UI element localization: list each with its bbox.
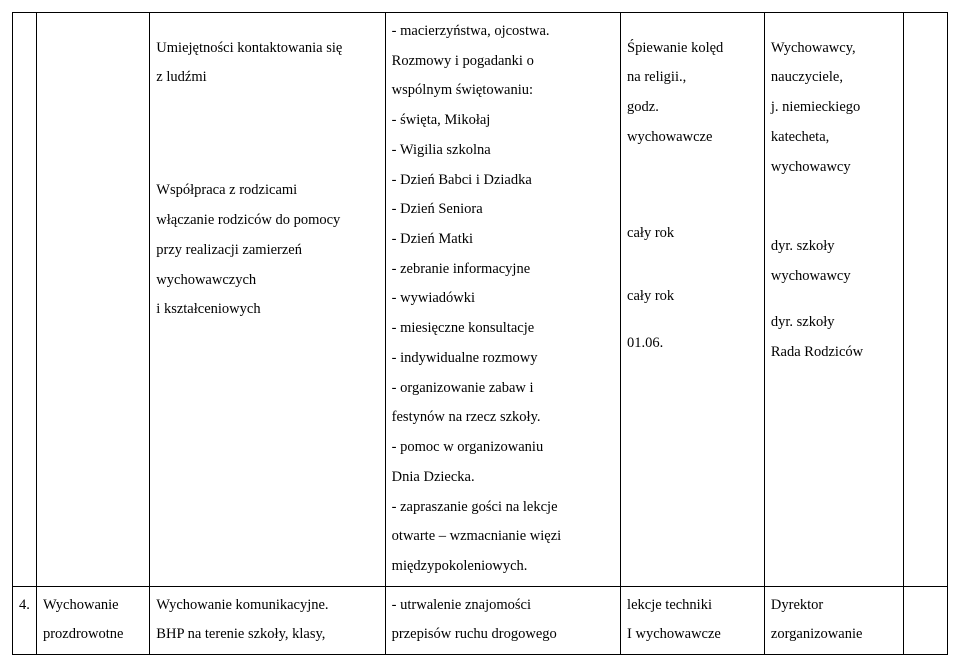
cell-col6-1 xyxy=(904,586,948,654)
text-line: - utrwalenie znajomości xyxy=(392,591,614,621)
text-line: I wychowawcze xyxy=(627,620,758,650)
text-line: wspólnym świętowaniu: xyxy=(392,76,614,106)
cell-col5-0: Wychowawcy, nauczyciele, j. niemieckiego… xyxy=(764,13,903,587)
text-line: Rozmowy i pogadanki o xyxy=(392,47,614,77)
cell-cat-0 xyxy=(36,13,149,587)
text-line: cały rok xyxy=(627,219,758,249)
text-line: wychowawcze xyxy=(627,123,758,153)
text-line: - miesięczne konsultacje xyxy=(392,314,614,344)
text-line: z ludźmi xyxy=(156,63,378,93)
text-line: Współpraca z rodzicami xyxy=(156,176,378,206)
text-line: prozdrowotne xyxy=(43,620,143,650)
text-line: dyr. szkoły xyxy=(771,308,897,338)
text-line: wychowawczych xyxy=(156,266,378,296)
text-line: j. niemieckiego xyxy=(771,93,897,123)
text-line: - pomoc w organizowaniu xyxy=(392,433,614,463)
cell-col3-1: - utrwalenie znajomości przepisów ruchu … xyxy=(385,586,620,654)
text-line: - indywidualne rozmowy xyxy=(392,344,614,374)
text-line: przy realizacji zamierzeń xyxy=(156,236,378,266)
text-line: lekcje techniki xyxy=(627,591,758,621)
text-line: Umiejętności kontaktowania się xyxy=(156,34,378,64)
text-line: nauczyciele, xyxy=(771,63,897,93)
text-line: Wychowanie komunikacyjne. xyxy=(156,591,378,621)
text-line: Dnia Dziecka. xyxy=(392,463,614,493)
text-line: 01.06. xyxy=(627,329,758,359)
cell-col4-0: Śpiewanie kolęd na religii., godz. wycho… xyxy=(621,13,765,587)
document-table: Umiejętności kontaktowania się z ludźmi … xyxy=(12,12,948,655)
text-line: i kształceniowych xyxy=(156,295,378,325)
cell-cat-1: Wychowanie prozdrowotne xyxy=(36,586,149,654)
text-line: na religii., xyxy=(627,63,758,93)
table-row: Umiejętności kontaktowania się z ludźmi … xyxy=(13,13,948,587)
text-line: - Dzień Matki xyxy=(392,225,614,255)
cell-num-0 xyxy=(13,13,37,587)
text-line: włączanie rodziców do pomocy xyxy=(156,206,378,236)
cell-col2-1: Wychowanie komunikacyjne. BHP na terenie… xyxy=(150,586,385,654)
text-line: Wychowawcy, xyxy=(771,34,897,64)
text-line: otwarte – wzmacnianie więzi xyxy=(392,522,614,552)
text-line: dyr. szkoły xyxy=(771,232,897,262)
text-line: - Dzień Babci i Dziadka xyxy=(392,166,614,196)
text-line: - macierzyństwa, ojcostwa. xyxy=(392,17,614,47)
text-line: - organizowanie zabaw i xyxy=(392,374,614,404)
text-line: Śpiewanie kolęd xyxy=(627,34,758,64)
text-line: - wywiadówki xyxy=(392,284,614,314)
text-line: katecheta, xyxy=(771,123,897,153)
text-line: Rada Rodziców xyxy=(771,338,897,368)
text-line: wychowawcy xyxy=(771,262,897,292)
text-line: - święta, Mikołaj xyxy=(392,106,614,136)
text-line: festynów na rzecz szkoły. xyxy=(392,403,614,433)
cell-num-1: 4. xyxy=(13,586,37,654)
table-row: 4. Wychowanie prozdrowotne Wychowanie ko… xyxy=(13,586,948,654)
text-line: godz. xyxy=(627,93,758,123)
text-line: - Wigilia szkolna xyxy=(392,136,614,166)
cell-col5-1: Dyrektor zorganizowanie xyxy=(764,586,903,654)
cell-col6-0 xyxy=(904,13,948,587)
text-line: zorganizowanie xyxy=(771,620,897,650)
cell-col3-0: - macierzyństwa, ojcostwa. Rozmowy i pog… xyxy=(385,13,620,587)
text-line: BHP na terenie szkoły, klasy, xyxy=(156,620,378,650)
text-line: przepisów ruchu drogowego xyxy=(392,620,614,650)
text-line: Dyrektor xyxy=(771,591,897,621)
text-line: wychowawcy xyxy=(771,153,897,183)
text-line: - zapraszanie gości na lekcje xyxy=(392,493,614,523)
text-line: cały rok xyxy=(627,282,758,312)
text-line: - zebranie informacyjne xyxy=(392,255,614,285)
text-line: Wychowanie xyxy=(43,591,143,621)
text-line: międzypokoleniowych. xyxy=(392,552,614,582)
cell-col2-0: Umiejętności kontaktowania się z ludźmi … xyxy=(150,13,385,587)
text-line: - Dzień Seniora xyxy=(392,195,614,225)
cell-col4-1: lekcje techniki I wychowawcze xyxy=(621,586,765,654)
